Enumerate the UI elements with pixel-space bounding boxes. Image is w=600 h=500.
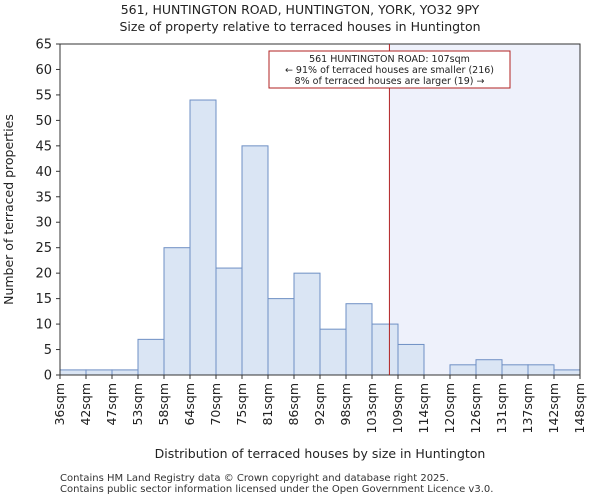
x-tick-label: 103sqm — [364, 383, 379, 433]
histogram-bar — [137, 338, 165, 376]
annotation-text-line: 561 HUNTINGTON ROAD: 107sqm — [309, 54, 470, 65]
x-tick-label: 109sqm — [390, 383, 405, 433]
y-tick-label: 65 — [35, 38, 52, 53]
y-tick-label: 35 — [35, 190, 52, 205]
x-tick-label: 114sqm — [416, 383, 431, 433]
y-tick-label: 60 — [35, 63, 52, 78]
larger-region-highlight — [389, 44, 580, 375]
histogram-bar — [267, 298, 295, 376]
x-tick-label: 148sqm — [572, 383, 587, 433]
histogram-bar — [397, 343, 425, 376]
histogram-bar — [215, 267, 243, 376]
y-tick-label: 0 — [44, 369, 52, 384]
y-axis-label: Number of terraced properties — [1, 114, 16, 305]
y-tick-label: 50 — [35, 114, 52, 129]
y-tick-label: 15 — [35, 292, 52, 307]
y-tick-label: 30 — [35, 216, 52, 231]
x-tick-label: 58sqm — [156, 383, 171, 426]
x-tick-label: 42sqm — [78, 383, 93, 426]
x-tick-label: 53sqm — [130, 383, 145, 426]
y-tick-label: 40 — [35, 165, 52, 180]
chart-title: 561, HUNTINGTON ROAD, HUNTINGTON, YORK, … — [120, 2, 480, 17]
attribution-line-1: Contains HM Land Registry data © Crown c… — [60, 473, 449, 484]
histogram-bar — [475, 359, 503, 376]
histogram-bar — [319, 328, 347, 376]
histogram-bar — [241, 145, 269, 376]
histogram-bar — [85, 369, 113, 376]
y-tick-label: 10 — [35, 318, 52, 333]
x-tick-label: 137sqm — [520, 383, 535, 433]
x-tick-label: 98sqm — [338, 383, 353, 426]
x-tick-label: 47sqm — [104, 383, 119, 426]
chart-subtitle: Size of property relative to terraced ho… — [119, 19, 481, 34]
y-tick-label: 45 — [35, 139, 52, 154]
x-tick-label: 92sqm — [312, 383, 327, 426]
x-tick-label: 126sqm — [468, 383, 483, 433]
x-tick-label: 75sqm — [234, 383, 249, 426]
annotation-text-line: ← 91% of terraced houses are smaller (21… — [285, 65, 494, 76]
x-tick-label: 142sqm — [546, 383, 561, 433]
histogram-bar — [553, 369, 581, 376]
histogram-bar — [501, 364, 529, 376]
histogram-bar — [371, 323, 399, 376]
x-axis-label: Distribution of terraced houses by size … — [155, 446, 486, 461]
x-tick-label: 120sqm — [442, 383, 457, 433]
x-tick-label: 81sqm — [260, 383, 275, 426]
histogram-bar — [345, 303, 373, 376]
histogram-bar — [293, 272, 321, 376]
annotation-text-line: 8% of terraced houses are larger (19) → — [295, 76, 485, 87]
x-tick-label: 70sqm — [208, 383, 223, 426]
histogram-bar — [59, 369, 87, 376]
histogram-bar — [527, 364, 555, 376]
histogram-chart: 0 5 10 15 20 25 30 35 40 45 50 55 60 65 36sqm 42sqm 47sq… — [1, 38, 587, 462]
y-tick-label: 25 — [35, 241, 52, 256]
histogram-bar — [449, 364, 477, 376]
x-tick-label: 64sqm — [182, 383, 197, 426]
histogram-bar — [163, 247, 191, 376]
y-tick-label: 5 — [44, 343, 52, 358]
histogram-bar — [189, 99, 217, 376]
y-tick-label: 20 — [35, 267, 52, 282]
y-tick-label: 55 — [35, 88, 52, 103]
x-tick-label: 86sqm — [286, 383, 301, 426]
attribution-line-2: Contains public sector information licen… — [60, 484, 494, 495]
x-tick-label: 131sqm — [494, 383, 509, 433]
x-tick-label: 36sqm — [52, 383, 67, 426]
annotation-box — [268, 50, 511, 89]
histogram-bar — [111, 369, 139, 376]
